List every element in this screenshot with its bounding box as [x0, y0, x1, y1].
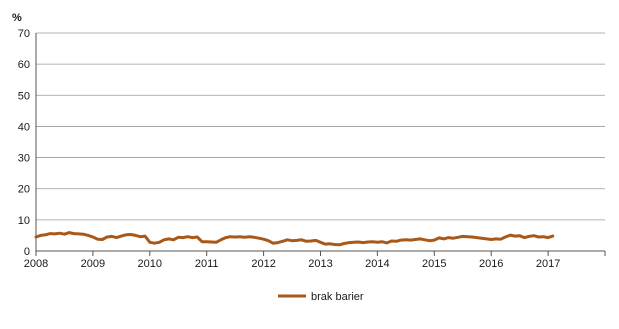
x-tick-label: 2008 — [24, 258, 48, 270]
y-tick-label: 70 — [18, 28, 30, 40]
y-axis-unit-label: % — [12, 12, 22, 24]
x-tick-label: 2014 — [365, 258, 389, 270]
axes — [35, 33, 606, 256]
x-tick-labels: 2008 2009 2010 2011 2012 2013 2014 2015 2016 2017 — [24, 258, 561, 270]
y-tick-label: 10 — [18, 215, 30, 227]
gridlines — [36, 32, 605, 221]
y-tick-label: 0 — [24, 246, 30, 258]
y-tick-labels: 0 10 20 30 40 50 60 70 — [18, 28, 30, 258]
x-tick-label: 2010 — [138, 258, 162, 270]
y-tick-label: 30 — [18, 153, 30, 165]
legend-label: brak barier — [311, 291, 364, 303]
series-lines — [34, 231, 555, 247]
x-tick-label: 2011 — [195, 258, 219, 270]
y-tick-label: 20 — [18, 184, 30, 196]
y-tick-label: 50 — [18, 90, 30, 102]
x-tick-label: 2017 — [536, 258, 560, 270]
y-tick-label: 40 — [18, 121, 30, 133]
x-tick-label: 2016 — [479, 258, 503, 270]
x-tick-label: 2015 — [422, 258, 446, 270]
x-tick-label: 2009 — [81, 258, 105, 270]
x-tick-label: 2012 — [251, 258, 275, 270]
x-tick-label: 2013 — [308, 258, 332, 270]
legend: brak barier — [278, 291, 364, 303]
series-line — [34, 231, 555, 247]
y-tick-label: 60 — [18, 59, 30, 71]
